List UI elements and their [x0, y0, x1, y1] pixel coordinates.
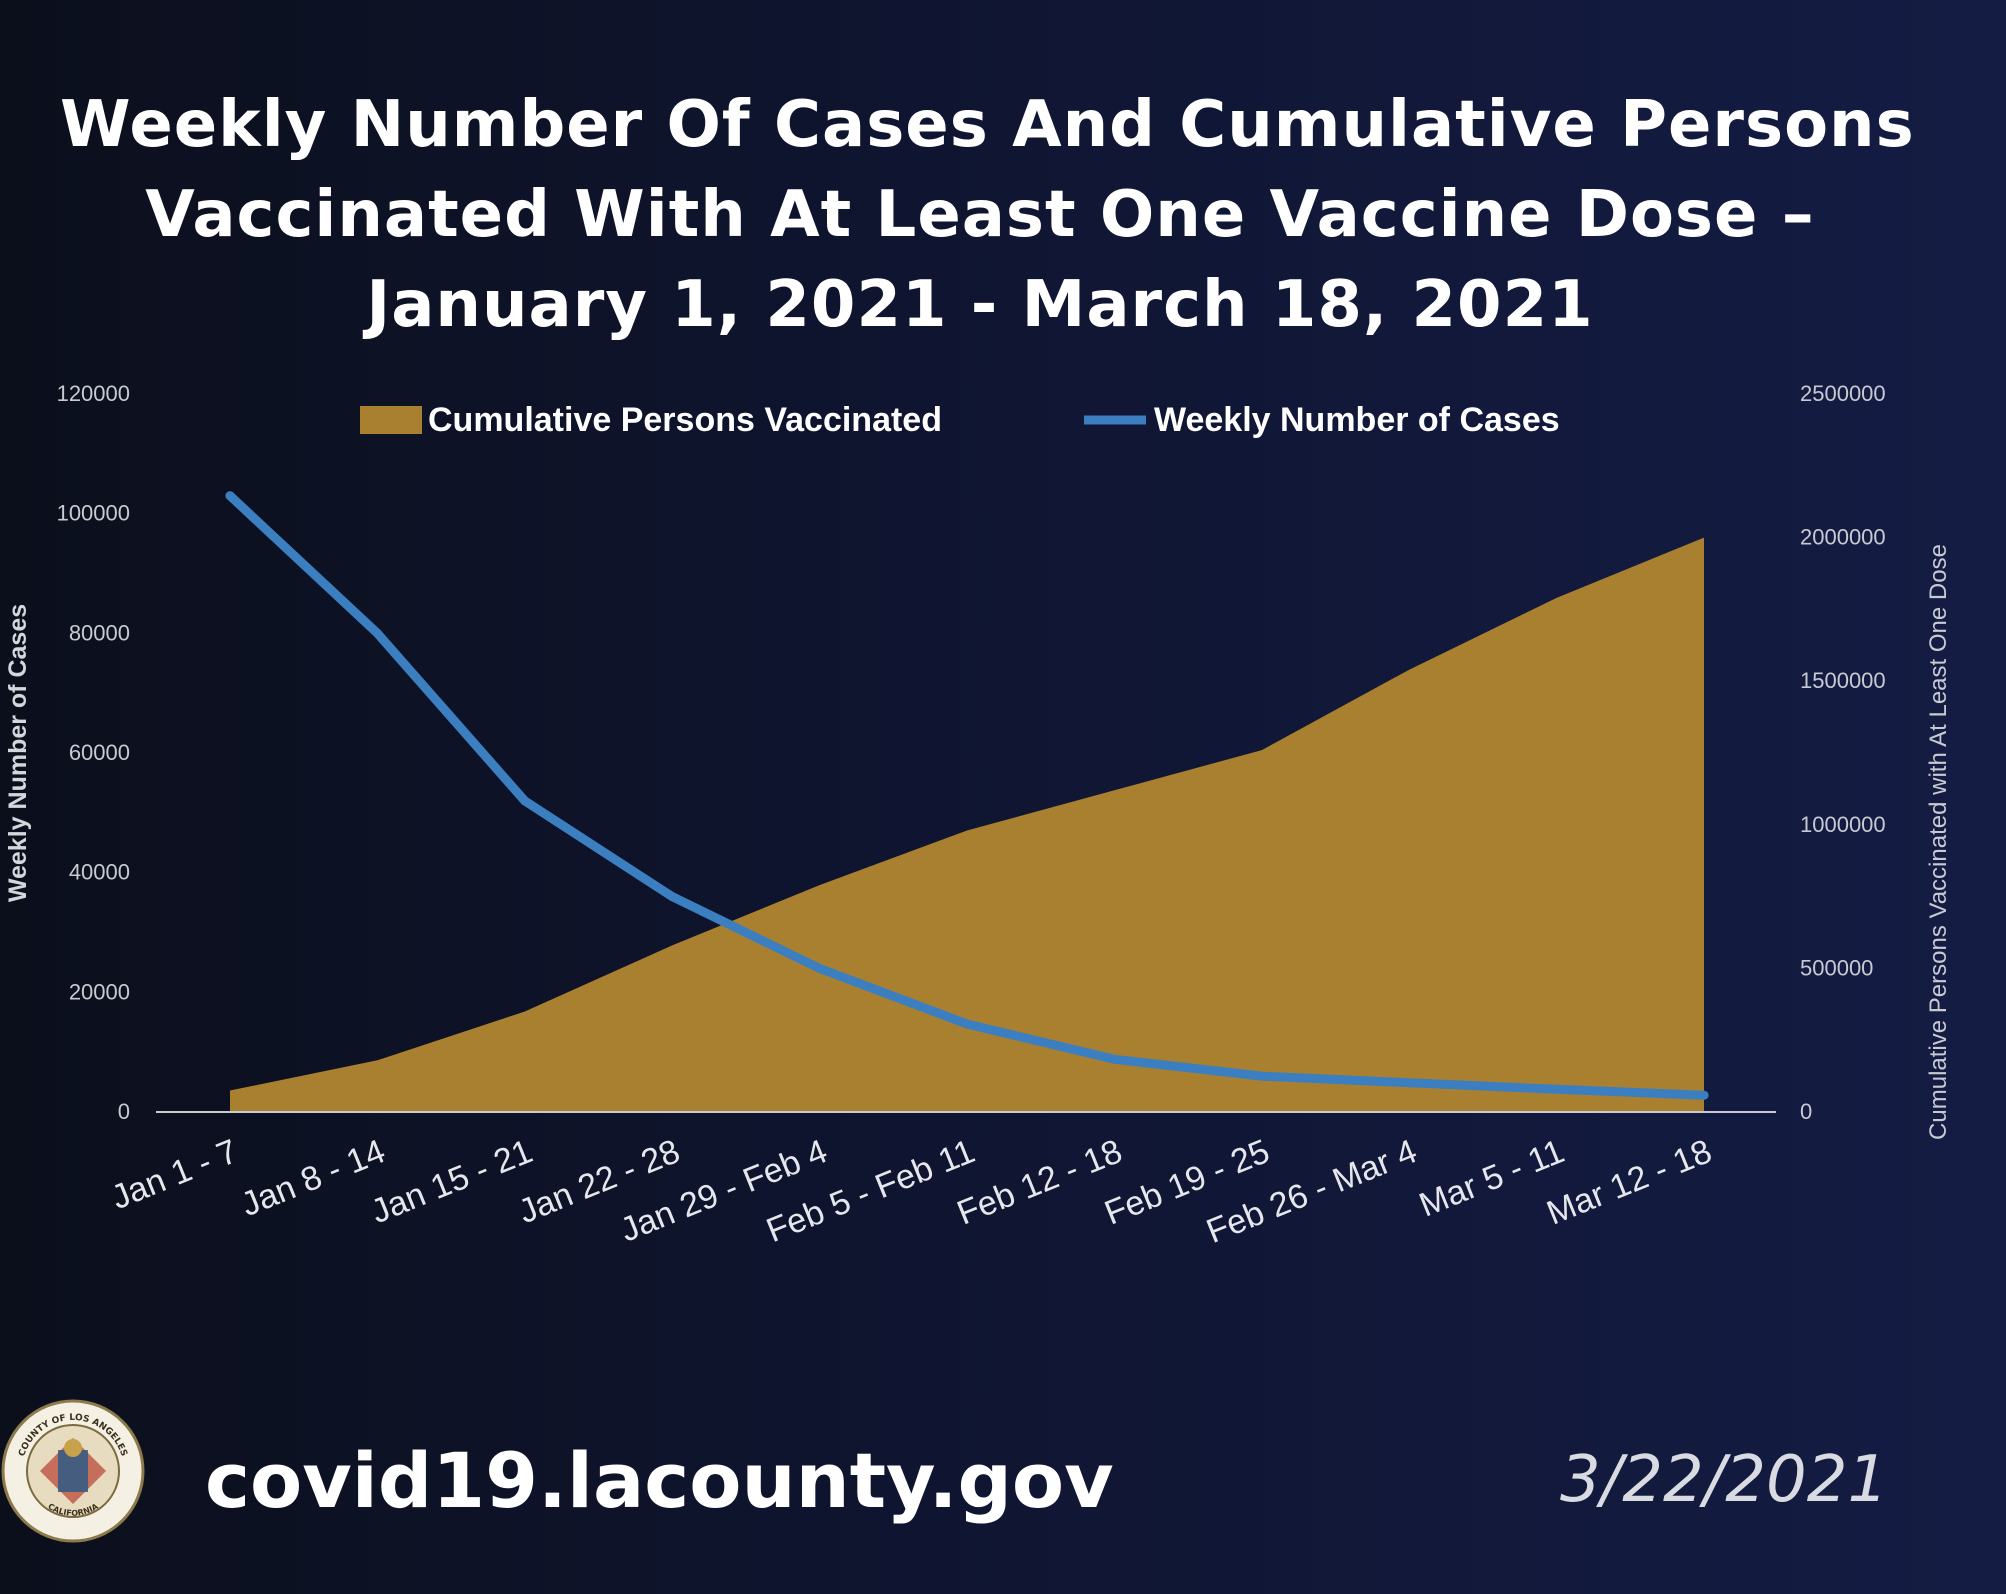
cases-point [1699, 1090, 1709, 1100]
legend: Cumulative Persons Vaccinated Weekly Num… [360, 401, 1560, 439]
left-tick-label: 20000 [69, 979, 130, 1004]
legend-label-cases: Weekly Number of Cases [1154, 401, 1560, 439]
cases-point [1257, 1071, 1267, 1081]
la-county-seal-icon: COUNTY OF LOS ANGELES CALIFORNIA [1, 1399, 145, 1543]
left-tick-label: 100000 [57, 501, 130, 526]
x-tick-label: Mar 12 - 18 [1542, 1132, 1717, 1232]
cases-point [1109, 1054, 1119, 1064]
left-tick-label: 60000 [69, 740, 130, 765]
left-tick-label: 40000 [69, 860, 130, 885]
left-tick-label: 80000 [69, 620, 130, 645]
combo-chart: 0 20000 40000 60000 80000 100000 120000 0 50000… [4, 381, 1952, 1251]
title-line-3: January 1, 2021 - March 18, 2021 [366, 268, 1594, 342]
right-axis-label: Cumulative Persons Vaccinated with At Le… [1925, 544, 1952, 1140]
footer-url[interactable]: covid19.lacounty.gov [205, 1436, 1114, 1525]
cases-point [372, 628, 382, 638]
right-tick-label: 500000 [1800, 955, 1873, 980]
right-tick-label: 1500000 [1800, 668, 1886, 693]
left-axis-ticks: 0 20000 40000 60000 80000 100000 120000 [57, 381, 130, 1124]
right-axis-ticks: 0 500000 1000000 1500000 2000000 2500000 [1800, 381, 1886, 1124]
right-tick-label: 2500000 [1800, 381, 1886, 406]
chart-title: Weekly Number Of Cases And Cumulative Pe… [60, 80, 1915, 350]
cases-point [520, 796, 530, 806]
left-tick-label: 0 [118, 1099, 130, 1124]
x-tick-label: Jan 8 - 14 [236, 1132, 390, 1224]
cases-point [1552, 1084, 1562, 1094]
cases-point [815, 963, 825, 973]
right-tick-label: 2000000 [1800, 525, 1886, 550]
area-layer [230, 537, 1704, 1112]
left-tick-label: 120000 [57, 381, 130, 406]
cases-point [667, 892, 677, 902]
cases-point [1404, 1078, 1414, 1088]
x-tick-label: Feb 12 - 18 [952, 1132, 1127, 1232]
right-tick-label: 0 [1800, 1099, 1812, 1124]
right-tick-label: 1000000 [1800, 812, 1886, 837]
x-tick-label: Jan 1 - 7 [106, 1132, 243, 1217]
left-axis-label: Weekly Number of Cases [4, 604, 32, 902]
cases-point [225, 491, 235, 501]
footer-date: 3/22/2021 [1560, 1443, 1889, 1517]
x-tick-label: Jan 15 - 21 [366, 1132, 538, 1231]
cases-point [962, 1019, 972, 1029]
vaccinated-area [230, 537, 1704, 1112]
line-layer [225, 491, 1709, 1100]
title-line-2: Vaccinated With At Least One Vaccine Dos… [145, 178, 1815, 252]
legend-label-vaccinated: Cumulative Persons Vaccinated [428, 401, 942, 439]
legend-swatch-vaccinated [360, 406, 422, 434]
title-line-1: Weekly Number Of Cases And Cumulative Pe… [60, 88, 1915, 162]
